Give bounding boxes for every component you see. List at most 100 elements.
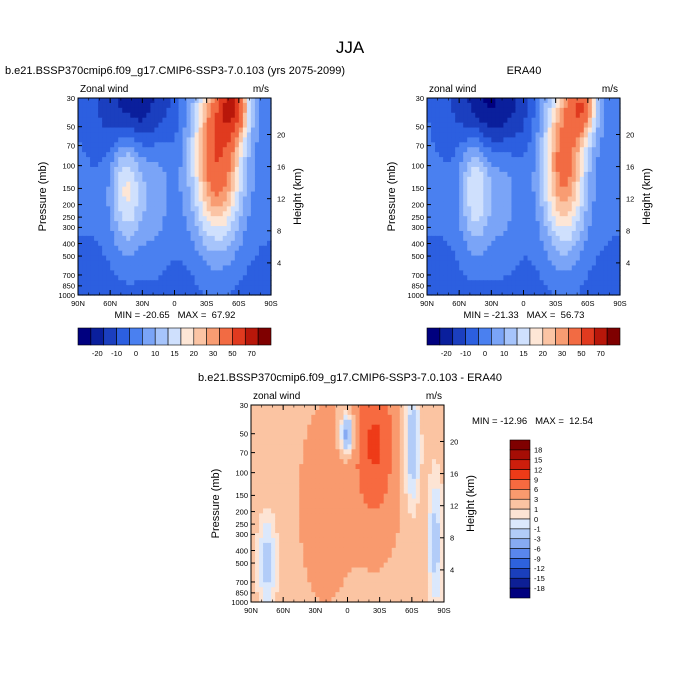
heatmap-cell [355,488,361,495]
heatmap-cell [583,221,589,227]
heatmap-cell [130,250,135,257]
heatmap-cell [246,196,252,203]
heatmap-cell [439,285,444,291]
heatmap-cell [210,107,216,114]
heatmap-cell [190,206,196,212]
heatmap-cell [315,414,320,421]
heatmap-cell [563,137,569,143]
heatmap-cell [234,162,240,168]
heatmap-cell [170,102,176,109]
heatmap-cell [86,102,91,109]
heatmap-cell [459,132,464,138]
heatmap-cell [194,265,200,271]
heatmap-cell [447,147,452,153]
heatmap-cell [226,245,232,252]
heatmap-cell [511,206,517,212]
heatmap-cell [94,221,99,227]
heatmap-cell [579,98,585,104]
heatmap-cell [439,107,444,114]
heatmap-cell [579,186,585,193]
heatmap-cell [166,235,172,242]
heatmap-cell [222,102,228,109]
heatmap-cell [503,186,509,193]
heatmap-cell [206,270,212,276]
heatmap-cell [607,122,613,129]
heatmap-cell [166,250,172,257]
heatmap-cell [347,488,353,495]
heatmap-cell [471,132,476,138]
heatmap-cell [238,260,244,267]
heatmap-cell [451,230,456,237]
heatmap-cell [339,414,345,421]
heatmap-cell [218,181,224,188]
heatmap-cell [307,419,312,426]
heatmap-cell [218,275,224,281]
heatmap-cell [583,285,589,291]
heatmap-cell [307,454,312,460]
heatmap-cell [82,240,87,247]
heatmap-cell [206,201,212,207]
heatmap-cell [166,226,172,232]
heatmap-cell [471,137,476,143]
heatmap-cell [375,454,381,460]
heatmap-cell [567,226,573,232]
heatmap-cell [551,127,557,134]
heatmap-cell [579,137,585,143]
heatmap-cell [331,444,337,450]
heatmap-cell [118,186,123,193]
heatmap-cell [507,250,513,257]
heatmap-cell [190,157,196,163]
heatmap-cell [222,221,228,227]
heatmap-cell [491,211,496,217]
heatmap-cell [587,181,593,188]
heatmap-cell [250,285,256,291]
heatmap-cell [567,265,573,271]
heatmap-cell [559,152,565,158]
heatmap-cell [503,157,509,163]
heatmap-cell [186,196,192,203]
heatmap-cell [218,201,224,207]
heatmap-cell [194,196,200,203]
heatmap-cell [495,250,500,257]
heatmap-cell [214,142,220,148]
heatmap-cell [523,107,529,114]
heatmap-cell [90,186,95,193]
heatmap-cell [134,186,139,193]
heatmap-cell [507,211,513,217]
heatmap-cell [218,211,224,217]
heatmap-cell [94,98,99,104]
heatmap-cell [303,464,308,470]
heatmap-cell [347,464,353,470]
heatmap-cell [234,265,240,271]
heatmap-cell [331,493,337,500]
heatmap-cell [174,240,180,247]
heatmap-cell [387,478,393,485]
heatmap-cell [579,107,585,114]
heatmap-cell [355,439,361,445]
heatmap-cell [170,250,176,257]
x-tick-label: 60N [103,299,117,308]
heatmap-cell [82,171,87,178]
heatmap-cell [146,201,151,207]
heatmap-cell [527,245,533,252]
heatmap-cell [327,409,333,416]
heatmap-cell [487,235,492,242]
heatmap-cell [230,211,236,217]
heatmap-cell [615,285,621,291]
heatmap-cell [102,157,107,163]
heatmap-cell [182,221,188,227]
heatmap-cell [150,221,155,227]
heatmap-cell [162,226,168,232]
heatmap-cell [110,186,115,193]
heatmap-cell [379,469,385,475]
heatmap-cell [238,250,244,257]
heatmap-cell [615,166,621,173]
heatmap-cell [539,255,545,262]
heatmap-cell [615,171,621,178]
heatmap-cell [190,176,196,183]
heatmap-cell [130,142,135,148]
heatmap-cell [555,147,561,153]
heatmap-cell [146,265,151,271]
heatmap-cell [487,196,492,203]
heatmap-cell [202,230,208,237]
